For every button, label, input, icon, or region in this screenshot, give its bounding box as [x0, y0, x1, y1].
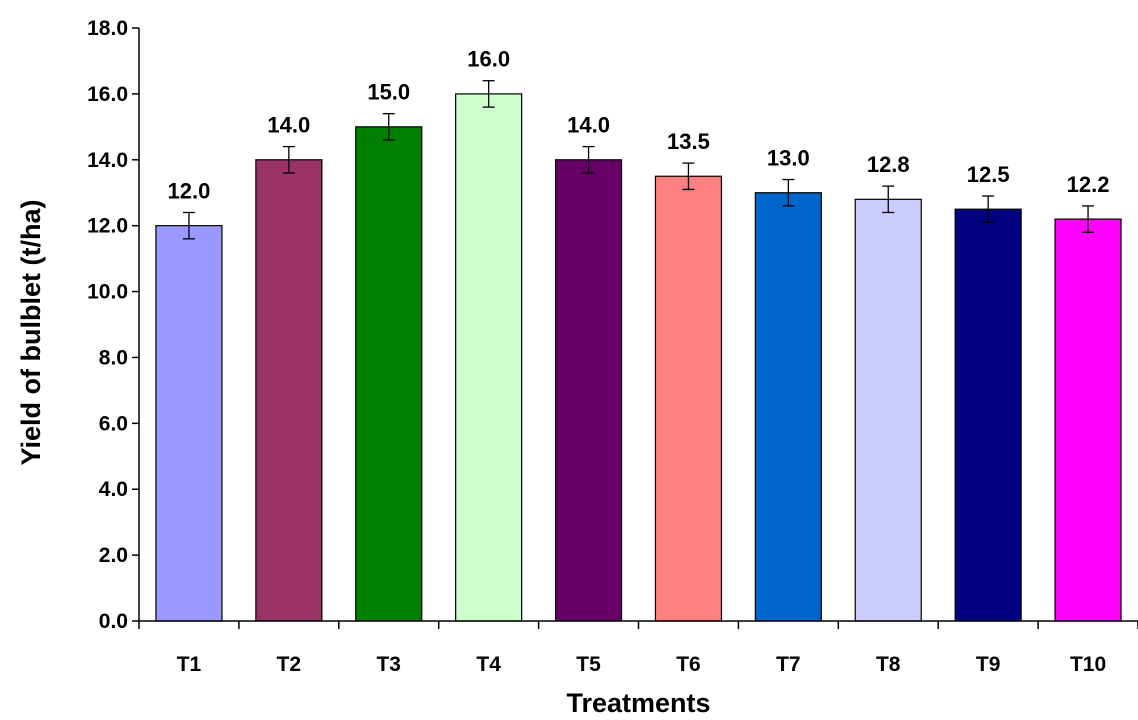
y-tick-label: 6.0	[99, 412, 128, 435]
bar-t2	[255, 159, 323, 622]
error-bars	[182, 80, 1095, 240]
bar-t1	[155, 225, 223, 622]
x-tick-label: T9	[976, 653, 1001, 676]
data-label: 12.5	[967, 162, 1010, 187]
y-tick-label: 8.0	[99, 346, 128, 369]
x-tick-label: T8	[876, 653, 901, 676]
bar-t7	[754, 192, 822, 622]
y-tick-label: 2.0	[99, 544, 128, 567]
data-label: 14.0	[267, 113, 310, 138]
data-label: 12.0	[168, 178, 211, 203]
y-tick-label: 14.0	[87, 149, 128, 172]
bar-t10	[1054, 218, 1122, 622]
x-tick-label: T7	[776, 653, 801, 676]
x-tick-label: T6	[676, 653, 701, 676]
bar-t3	[355, 126, 423, 622]
x-axis-ticks: T1 T2 T3 T4 T5 T6 T7 T8 T9 T10	[138, 621, 1138, 676]
data-labels: 12.0 14.0 15.0 16.0 14.0 13.5 13.0 12.8 12.5 12.2	[168, 47, 1110, 204]
data-label: 12.8	[867, 152, 910, 177]
data-label: 15.0	[367, 80, 410, 105]
bar-t8	[854, 198, 922, 622]
y-tick-label: 4.0	[99, 478, 128, 501]
y-tick-label: 16.0	[87, 83, 128, 106]
data-label: 13.5	[667, 129, 710, 154]
y-tick-label: 10.0	[87, 281, 128, 304]
y-tick-label: 18.0	[87, 17, 128, 40]
data-label: 16.0	[467, 47, 510, 72]
data-label: 12.2	[1067, 172, 1110, 197]
y-tick-label: 12.0	[87, 215, 128, 238]
bar-t9	[954, 208, 1022, 622]
x-tick-label: T4	[476, 653, 501, 676]
x-tick-label: T1	[177, 653, 202, 676]
data-label: 14.0	[567, 113, 610, 138]
y-axis-ticks: 0.0 2.0 4.0 6.0 8.0 10.0 12.0 14.0 16.0 18.0	[87, 17, 139, 633]
bar-t6	[654, 175, 723, 622]
y-axis-title: Yield of bulblet (t/ha)	[16, 200, 46, 466]
data-label: 13.0	[767, 146, 810, 171]
x-axis-title: Treatments	[566, 688, 710, 718]
x-tick-label: T10	[1070, 653, 1106, 676]
x-tick-label: T2	[277, 653, 302, 676]
x-tick-label: T3	[376, 653, 401, 676]
y-tick-label: 0.0	[99, 610, 128, 633]
bar-t5	[554, 159, 623, 622]
x-tick-label: T5	[576, 653, 601, 676]
bar-t4	[455, 93, 523, 622]
